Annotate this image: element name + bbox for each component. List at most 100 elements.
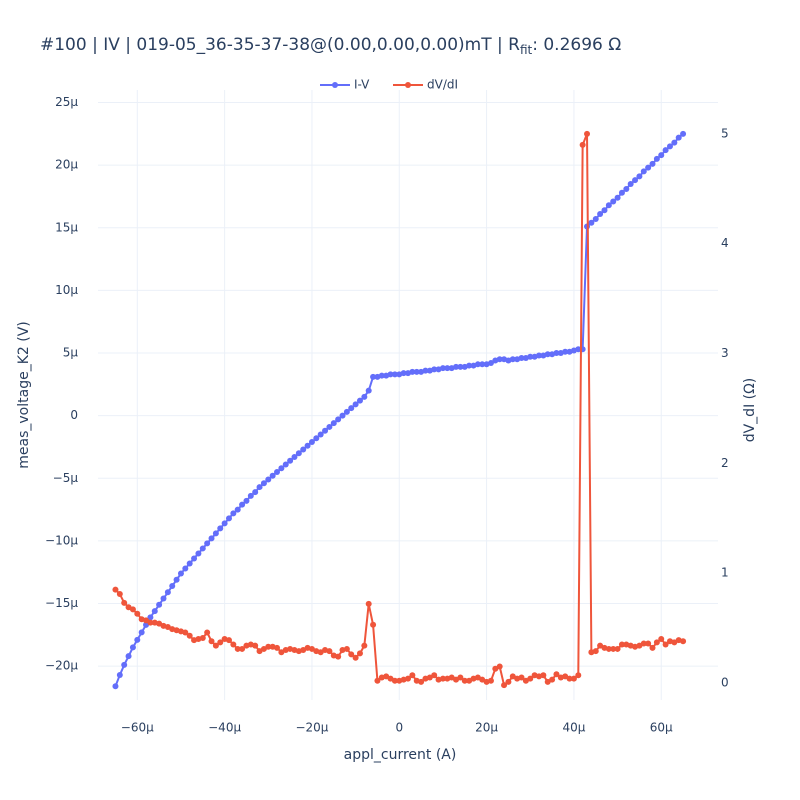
legend-label: dV/dI (427, 78, 458, 92)
data-point (413, 368, 420, 375)
y-tick-label: 0 (70, 408, 78, 422)
data-point (287, 457, 294, 464)
data-point (422, 367, 429, 374)
data-point (658, 152, 665, 159)
data-point (461, 677, 468, 684)
data-point (662, 641, 669, 648)
data-point (326, 423, 333, 430)
title-subscript: fit (520, 43, 533, 57)
data-point (212, 642, 219, 649)
data-point (400, 370, 407, 377)
data-point (247, 492, 254, 499)
data-point (370, 373, 377, 380)
data-point (662, 147, 669, 154)
y-tick-label: 15µ (55, 220, 78, 234)
data-point (291, 454, 298, 461)
data-point (182, 629, 189, 636)
data-point (322, 427, 329, 434)
data-point (549, 676, 556, 683)
x-axis-label: appl_current (A) (344, 747, 457, 763)
data-point (496, 663, 503, 670)
y2-tick-label: 1 (721, 566, 729, 580)
data-point (671, 139, 678, 146)
data-point (649, 160, 656, 167)
y2-tick-label: 0 (721, 675, 729, 689)
data-point (269, 472, 276, 479)
data-point (575, 346, 582, 353)
data-point (509, 356, 516, 363)
y-tick-label: 20µ (55, 158, 78, 172)
data-point (356, 650, 363, 657)
data-point (234, 645, 241, 652)
data-point (527, 353, 534, 360)
y-tick-label: 5µ (63, 346, 79, 360)
y2-tick-label: 5 (721, 126, 729, 140)
data-point (265, 643, 272, 650)
legend-label: I-V (354, 78, 370, 92)
data-point (592, 648, 599, 655)
data-point (191, 555, 198, 562)
data-point (374, 677, 381, 684)
data-point (282, 461, 289, 468)
data-point (234, 506, 241, 513)
data-point (496, 356, 503, 363)
data-point (487, 677, 494, 684)
data-point (217, 525, 224, 532)
data-point (138, 629, 145, 636)
data-point (627, 180, 634, 187)
data-point (217, 639, 224, 646)
data-point (252, 489, 259, 496)
data-point (274, 644, 281, 651)
data-point (614, 645, 621, 652)
data-point (553, 350, 560, 357)
data-point (278, 465, 285, 472)
data-point (605, 202, 612, 209)
data-point (632, 177, 639, 184)
data-point (653, 639, 660, 646)
series (112, 130, 687, 689)
data-point (457, 363, 464, 370)
data-point (592, 216, 599, 223)
data-point (409, 368, 416, 375)
data-point (134, 636, 141, 643)
y2-tick-label: 4 (721, 236, 729, 250)
data-point (605, 645, 612, 652)
y-tick-label: −10µ (45, 533, 78, 547)
data-point (540, 672, 547, 679)
data-point (649, 644, 656, 651)
data-point (365, 600, 372, 607)
data-point (601, 207, 608, 214)
data-point (256, 484, 263, 491)
data-point (274, 469, 281, 476)
data-point (239, 645, 246, 652)
y2-axis-label: dV_dI (Ω) (742, 378, 758, 443)
y2-tick-label: 2 (721, 456, 729, 470)
title-text: #100 | IV | 019-05_36-35-37-38@(0.00,0.0… (40, 35, 520, 55)
data-point (156, 601, 163, 608)
data-point (518, 674, 525, 681)
data-point (182, 565, 189, 572)
data-point (225, 515, 232, 522)
y-tick-label: 25µ (55, 95, 78, 109)
data-point (614, 194, 621, 201)
data-point (129, 606, 136, 613)
data-point (134, 610, 141, 617)
data-point (544, 351, 551, 358)
chart-title: #100 | IV | 019-05_36-35-37-38@(0.00,0.0… (40, 35, 621, 57)
data-point (116, 591, 123, 598)
data-point (391, 371, 398, 378)
x-tick-label: 60µ (650, 721, 673, 735)
data-point (562, 348, 569, 355)
data-point (653, 155, 660, 162)
data-point (239, 501, 246, 508)
data-point (487, 360, 494, 367)
x-tick-label: −40µ (208, 721, 241, 735)
data-point (317, 431, 324, 438)
data-point (431, 672, 438, 679)
data-point (474, 361, 481, 368)
data-point (553, 671, 560, 678)
data-point (584, 130, 591, 137)
data-point (112, 683, 119, 690)
data-point (588, 219, 595, 226)
data-point (160, 595, 167, 602)
